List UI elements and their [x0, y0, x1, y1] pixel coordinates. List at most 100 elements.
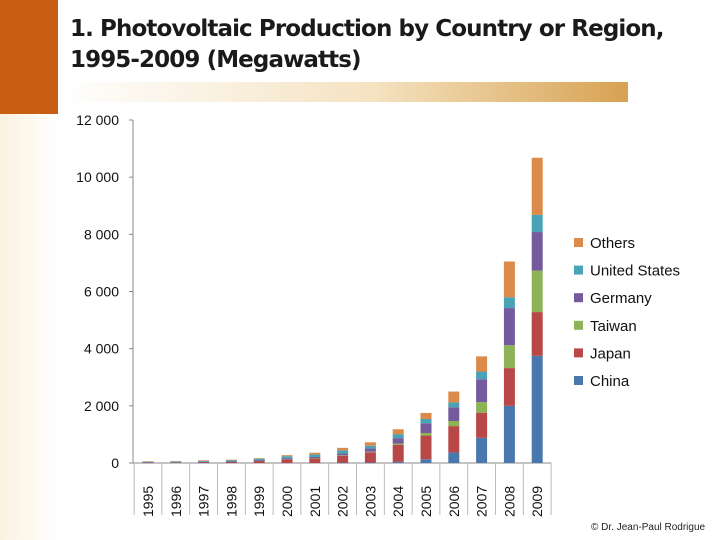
x-tick-label: 1999 — [251, 486, 267, 517]
y-tick-label: 6 000 — [84, 284, 119, 300]
bar-segment-others — [420, 412, 432, 419]
bar-segment-china — [476, 437, 488, 463]
y-tick-label: 8 000 — [84, 226, 119, 242]
bar-segment-others — [476, 356, 488, 372]
chart-title: 1. Photovoltaic Production by Country or… — [70, 16, 664, 73]
x-tick-label: 1997 — [196, 486, 212, 517]
legend-swatch — [574, 265, 583, 275]
x-tick-label: 2008 — [501, 486, 517, 517]
x-tick-label: 2009 — [529, 486, 545, 517]
bar-segment-taiwan — [476, 402, 488, 413]
bar-segment-united-states — [476, 371, 488, 380]
legend-label: United States — [590, 263, 680, 280]
bar-segment-china — [337, 462, 349, 464]
bar-segment-germany — [142, 462, 154, 464]
bar-segment-others — [503, 261, 515, 298]
bar-segment-taiwan — [503, 345, 515, 369]
bar-segment-united-states — [448, 402, 460, 408]
bar-segment-germany — [337, 453, 349, 456]
legend-swatch — [574, 293, 583, 303]
bar-segment-others — [253, 458, 265, 459]
bar-segment-japan — [448, 426, 460, 453]
bar-segment-others — [364, 442, 376, 446]
legend-swatch — [574, 238, 583, 247]
x-tick-label: 2003 — [362, 486, 378, 517]
bar-segment-united-states — [198, 460, 210, 462]
bar-segment-taiwan — [364, 451, 376, 453]
x-tick-label: 2007 — [474, 486, 490, 517]
left-accent-top — [0, 0, 58, 114]
bar-segment-germany — [281, 458, 293, 460]
bar-segment-china — [503, 405, 515, 463]
x-tick-label: 2002 — [335, 486, 351, 517]
x-tick-label: 2006 — [446, 486, 462, 517]
bar-segment-china — [420, 459, 432, 463]
bar-segment-taiwan — [531, 270, 543, 313]
bar-segment-united-states — [364, 445, 376, 449]
x-tick-label: 2005 — [418, 486, 434, 517]
bar-segment-germany — [225, 461, 237, 463]
bar-segment-japan — [253, 460, 265, 463]
bar-segment-taiwan — [309, 457, 321, 459]
bar-segment-others — [448, 391, 460, 403]
bar-segment-others — [531, 157, 543, 215]
copyright-credit: © Dr. Jean-Paul Rodrigue — [591, 522, 706, 533]
bar-segment-germany — [198, 461, 210, 463]
bar-segment-germany — [170, 462, 182, 463]
x-tick-label: 2004 — [390, 486, 406, 517]
bar-segment-japan — [281, 459, 293, 463]
bar-segment-japan — [503, 368, 515, 406]
bar-segment-united-states — [253, 458, 265, 461]
bar-segment-united-states — [503, 297, 515, 309]
bar-segment-others — [225, 459, 237, 461]
bar-segment-taiwan — [392, 443, 404, 445]
y-tick-label: 0 — [111, 455, 119, 471]
bar-segment-united-states — [337, 450, 349, 454]
bar-segment-germany — [503, 308, 515, 346]
bar-segment-united-states — [170, 461, 182, 463]
legend-label: Japan — [590, 345, 631, 362]
legend-swatch — [574, 376, 583, 385]
bar-segment-japan — [476, 412, 488, 438]
y-tick-label: 10 000 — [76, 169, 119, 185]
bar-segment-germany — [448, 407, 460, 421]
left-accent-bottom — [0, 114, 58, 540]
legend-swatch — [574, 320, 583, 330]
y-tick-label: 12 000 — [76, 112, 119, 128]
bar-segment-others — [170, 461, 182, 462]
bar-segment-united-states — [225, 460, 237, 462]
legend-label: Germany — [590, 290, 652, 307]
bar-segment-germany — [476, 379, 488, 403]
legend-label: Others — [590, 235, 635, 252]
bar-segment-germany — [420, 423, 432, 433]
bar-segment-united-states — [281, 456, 293, 459]
bar-segment-japan — [364, 452, 376, 463]
bar-segment-china — [392, 461, 404, 463]
bar-segment-germany — [253, 460, 265, 462]
x-tick-label: 1995 — [140, 486, 156, 517]
bar-segment-others — [281, 455, 293, 457]
bar-segment-china — [531, 355, 543, 463]
bar-segment-taiwan — [337, 455, 349, 456]
bar-segment-japan — [420, 435, 432, 460]
legend-label: Taiwan — [590, 318, 637, 335]
bar-segment-united-states — [531, 214, 543, 233]
bar-segment-germany — [364, 448, 376, 452]
legend-swatch — [574, 348, 583, 358]
bar-segment-japan — [531, 312, 543, 356]
bar-segment-japan — [309, 458, 321, 463]
x-tick-label: 2000 — [279, 486, 295, 517]
y-tick-label: 4 000 — [84, 341, 119, 357]
bar-segment-germany — [309, 456, 321, 458]
bar-segment-others — [309, 452, 321, 455]
bar-segment-germany — [392, 438, 404, 444]
bar-segment-japan — [225, 461, 237, 463]
bar-segment-united-states — [392, 434, 404, 439]
title-underline-band — [58, 82, 628, 102]
bar-segment-united-states — [309, 454, 321, 457]
legend-label: China — [590, 373, 630, 390]
bar-segment-others — [392, 429, 404, 435]
x-tick-label: 2001 — [307, 486, 323, 517]
bar-segment-germany — [531, 232, 543, 271]
